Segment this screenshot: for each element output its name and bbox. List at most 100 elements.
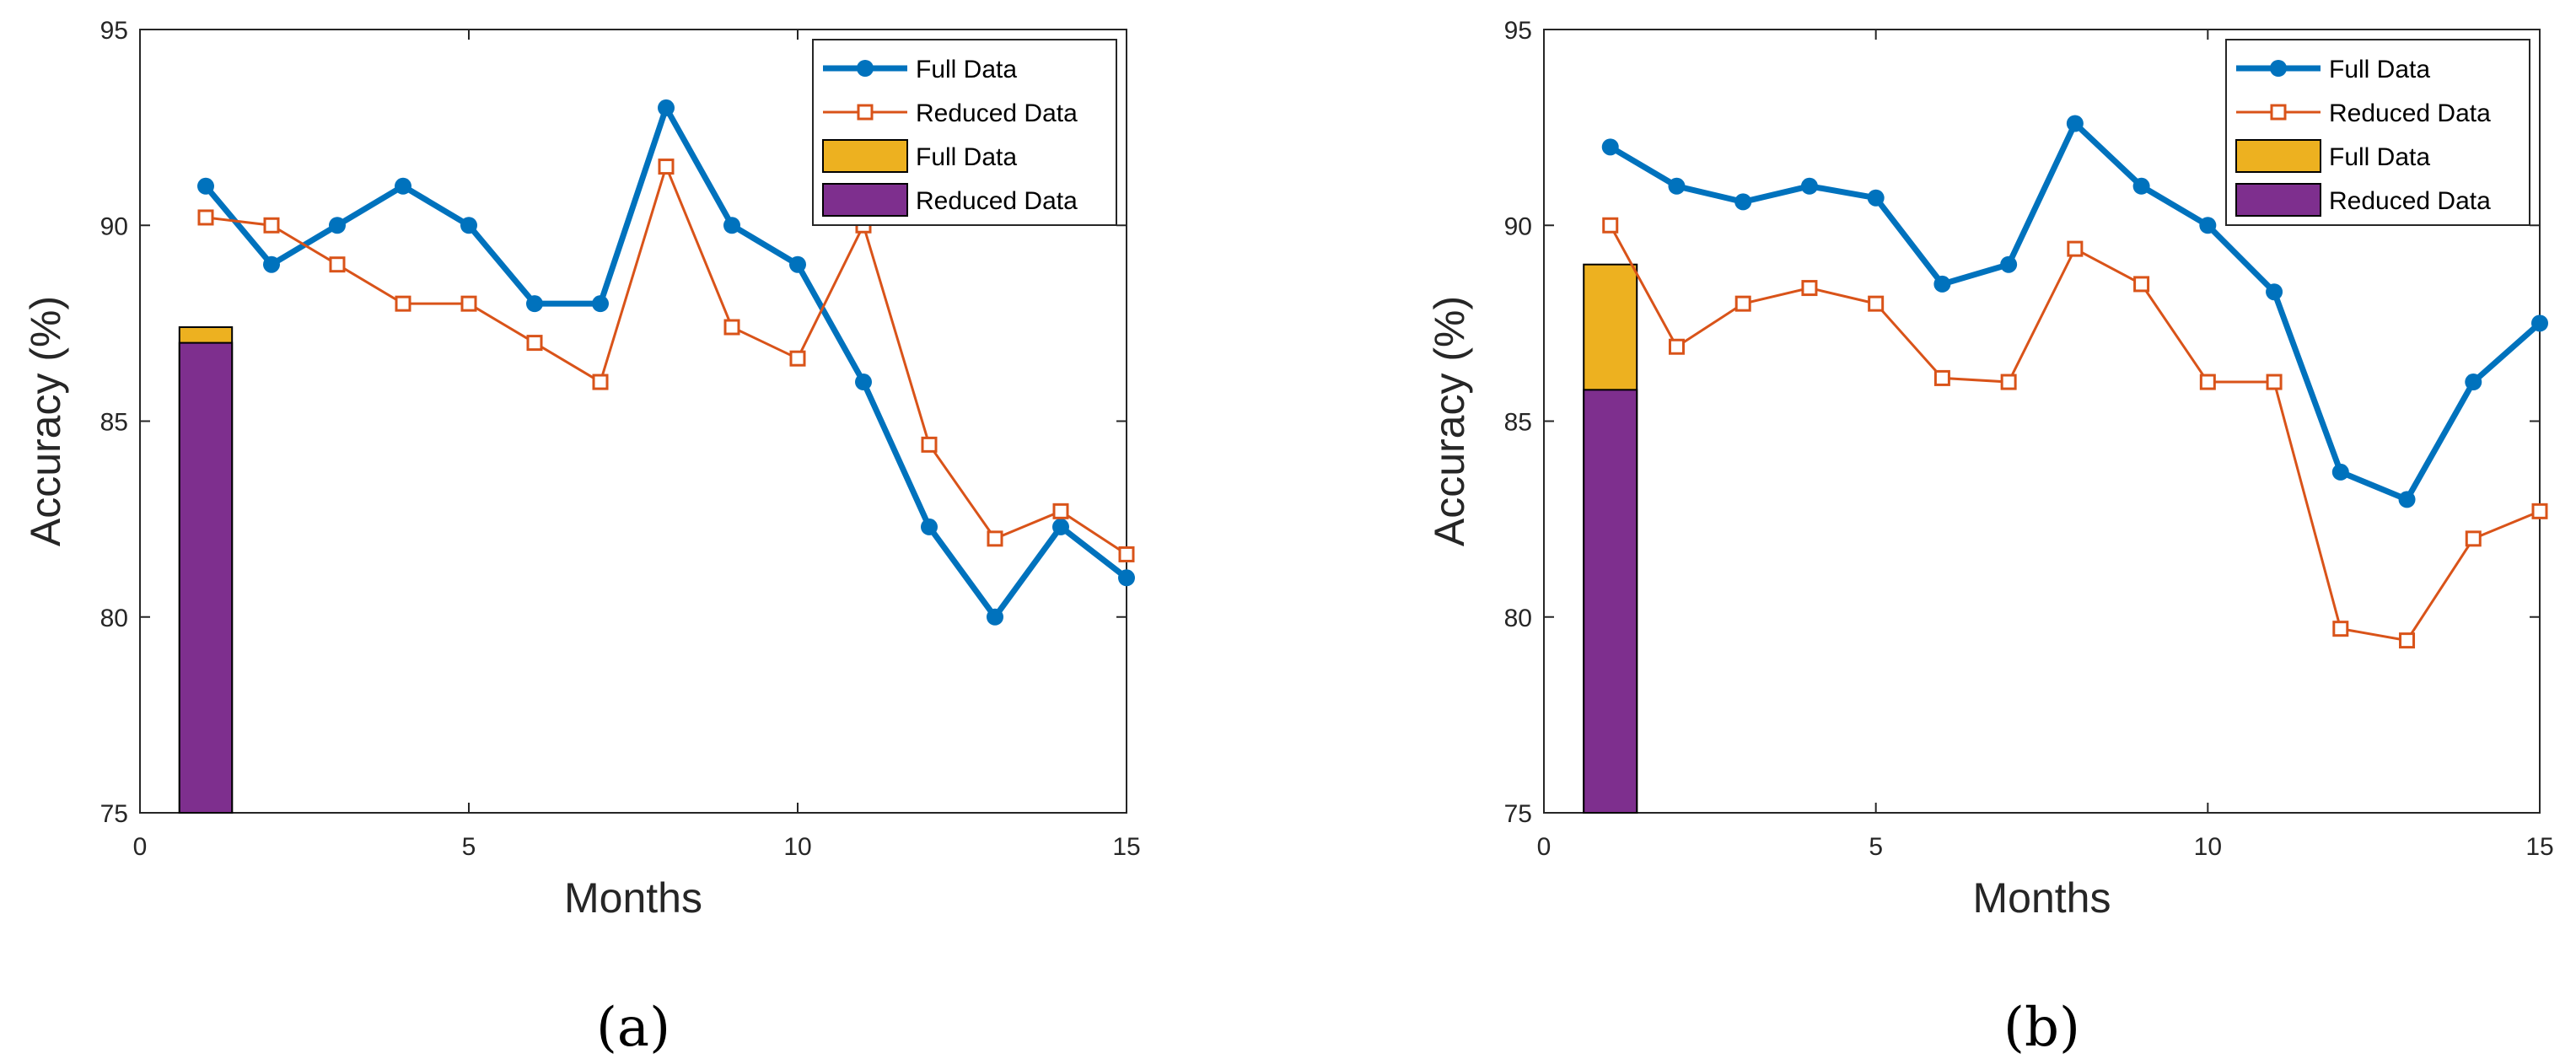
data-point-reduced	[1668, 338, 1685, 355]
data-point-full	[197, 177, 214, 195]
data-point-full	[723, 217, 740, 234]
data-point-full	[1052, 518, 1069, 535]
data-point-reduced	[2531, 503, 2548, 519]
data-point-full	[460, 217, 477, 234]
data-point-reduced	[2332, 621, 2349, 637]
data-point-reduced	[789, 350, 806, 367]
data-point-reduced	[658, 159, 675, 175]
legend-square-icon	[857, 104, 874, 121]
data-point-full	[921, 518, 938, 535]
data-point-full	[2398, 491, 2416, 508]
y-tick-label: 90	[100, 212, 128, 240]
data-point-reduced	[1118, 546, 1135, 562]
legend-label: Full Data	[2329, 56, 2430, 83]
data-point-reduced	[723, 319, 740, 336]
data-point-full	[855, 374, 872, 391]
data-point-full	[2266, 283, 2283, 301]
data-point-reduced	[2067, 240, 2084, 257]
data-point-reduced	[1602, 217, 1619, 234]
x-tick-label: 0	[133, 833, 148, 861]
data-point-full	[1734, 193, 1752, 211]
data-point-full	[2066, 115, 2084, 132]
data-point-full	[526, 295, 543, 313]
legend-label: Reduced Data	[916, 99, 1078, 127]
data-point-reduced	[921, 436, 938, 453]
legend-bar-swatch-icon	[2235, 139, 2321, 173]
legend-label: Reduced Data	[916, 187, 1078, 215]
x-tick-label: 10	[2194, 833, 2222, 861]
data-point-full	[263, 255, 280, 273]
data-point-reduced	[987, 530, 1003, 547]
data-point-full	[2531, 314, 2548, 332]
bar-reduced	[178, 341, 234, 814]
legend-label: Reduced Data	[2329, 99, 2491, 127]
data-point-reduced	[2000, 374, 2017, 390]
legend: Full Data Reduced Data Full Data Reduced Da…	[2225, 39, 2530, 226]
x-tick-label: 5	[1869, 833, 1883, 861]
legend-label: Full Data	[2329, 143, 2430, 171]
data-point-full	[2331, 463, 2349, 481]
data-point-full	[2199, 217, 2217, 234]
chart-panel-b: 0 5 10 15 75 80 85 90 95 Months Accuracy (%) (b) Ful…	[1426, 17, 2554, 1059]
legend-label: Reduced Data	[2329, 187, 2491, 215]
y-tick-label: 95	[1504, 17, 1532, 45]
y-axis-label: Accuracy (%)	[1426, 296, 1473, 546]
data-point-reduced	[1052, 503, 1069, 519]
legend: Full Data Reduced Data Full Data Reduced Da…	[812, 39, 1117, 226]
data-point-reduced	[395, 295, 411, 312]
data-point-reduced	[329, 256, 346, 273]
x-tick-label: 15	[2525, 833, 2553, 861]
data-point-full	[2132, 177, 2150, 195]
y-tick-label: 80	[100, 605, 128, 632]
data-point-full	[987, 608, 1003, 626]
x-tick-label: 15	[1112, 833, 1140, 861]
data-point-reduced	[1933, 369, 1950, 386]
y-axis-label: Accuracy (%)	[22, 296, 69, 546]
data-point-full	[789, 255, 806, 273]
y-tick-label: 75	[1504, 800, 1532, 828]
data-point-full	[2465, 374, 2482, 391]
data-point-reduced	[2199, 374, 2216, 390]
data-point-reduced	[263, 217, 280, 234]
legend-bar-swatch-icon	[822, 139, 908, 173]
y-tick-label: 85	[100, 409, 128, 437]
data-point-reduced	[526, 335, 543, 352]
data-point-full	[1668, 177, 1686, 195]
data-point-full	[2000, 255, 2018, 273]
data-point-full	[658, 99, 675, 116]
data-point-full	[1800, 177, 1818, 195]
x-axis-label: Months	[1973, 874, 2111, 922]
y-tick-label: 85	[1504, 409, 1532, 437]
x-tick-label: 5	[462, 833, 476, 861]
data-point-reduced	[1734, 295, 1751, 312]
legend-square-icon	[2270, 104, 2287, 121]
panel-caption: (a)	[596, 997, 670, 1059]
y-tick-label: 95	[100, 17, 128, 45]
data-point-reduced	[592, 374, 609, 390]
legend-label: Full Data	[916, 143, 1017, 171]
y-tick-label: 90	[1504, 212, 1532, 240]
data-point-full	[1933, 275, 1951, 293]
x-tick-label: 10	[783, 833, 811, 861]
data-point-full	[1118, 569, 1135, 587]
legend-bar-swatch-icon	[822, 183, 908, 217]
legend-circle-icon	[2270, 60, 2287, 77]
y-tick-label: 80	[1504, 605, 1532, 632]
data-point-reduced	[2133, 276, 2150, 293]
legend-label: Full Data	[916, 56, 1017, 83]
data-point-reduced	[1868, 295, 1885, 312]
data-point-full	[395, 177, 411, 195]
chart-panel-a: 0 5 10 15 75 80 85 90 95 Months Accuracy (%) (a) Ful…	[22, 17, 1141, 1059]
x-tick-label: 0	[1537, 833, 1552, 861]
legend-circle-icon	[857, 60, 874, 77]
data-point-full	[592, 295, 609, 313]
data-point-reduced	[197, 209, 214, 226]
legend-bar-swatch-icon	[2235, 183, 2321, 217]
y-tick-label: 75	[100, 800, 128, 828]
panel-caption: (b)	[2003, 997, 2080, 1059]
data-point-full	[1601, 138, 1619, 156]
data-point-reduced	[2266, 374, 2283, 390]
data-point-reduced	[2465, 530, 2482, 547]
data-point-reduced	[460, 295, 477, 312]
